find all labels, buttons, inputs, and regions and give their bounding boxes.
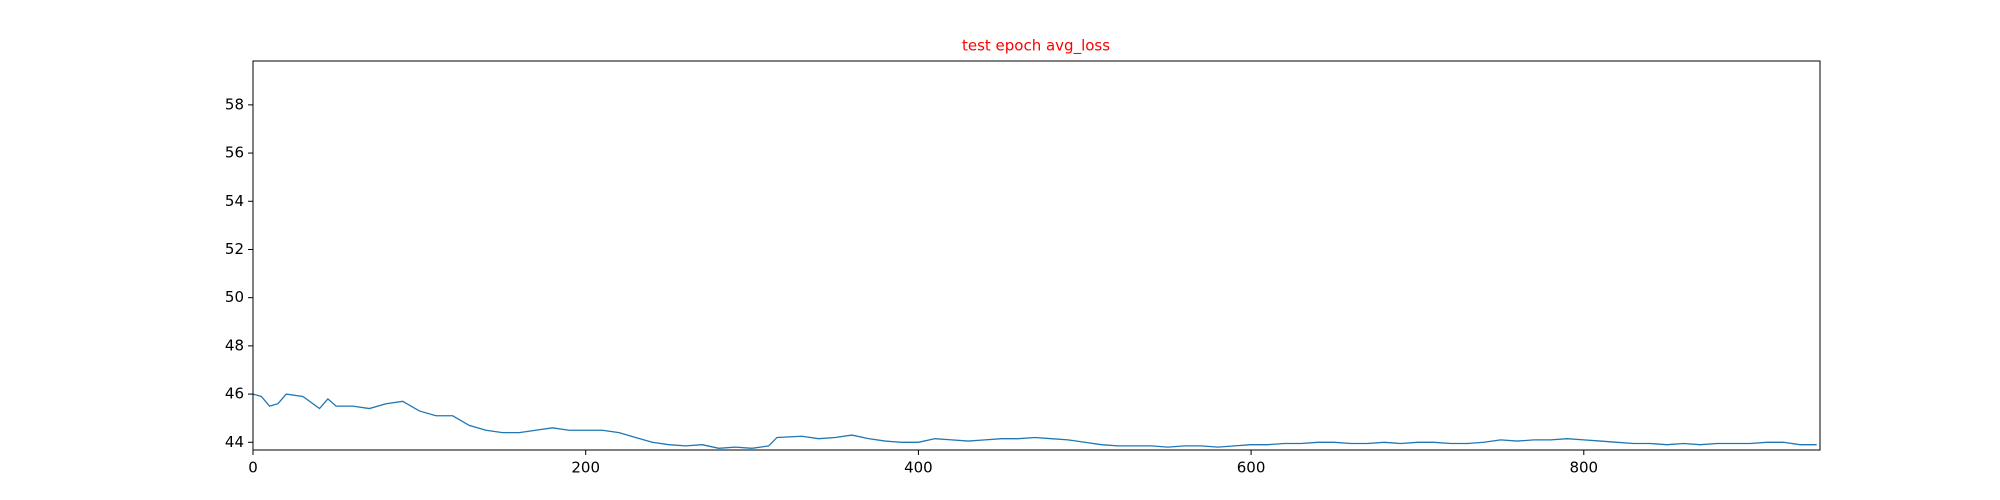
chart-title: test epoch avg_loss [962,37,1110,56]
x-tick-label: 400 [904,459,933,477]
y-tick-label: 48 [225,336,244,354]
y-tick-label: 58 [225,95,244,113]
x-tick-label: 600 [1237,459,1266,477]
y-tick-label: 56 [225,144,244,162]
x-tick-label: 0 [248,459,258,477]
plot-frame [252,60,1821,451]
x-tick-label: 800 [1569,459,1598,477]
y-tick-label: 52 [225,240,244,258]
y-tick-label: 46 [225,385,244,403]
line-series [252,393,1817,449]
y-tick-label: 50 [225,288,244,306]
y-tick-label: 54 [225,192,244,210]
x-tick-label: 200 [571,459,600,477]
y-tick-label: 44 [225,433,244,451]
